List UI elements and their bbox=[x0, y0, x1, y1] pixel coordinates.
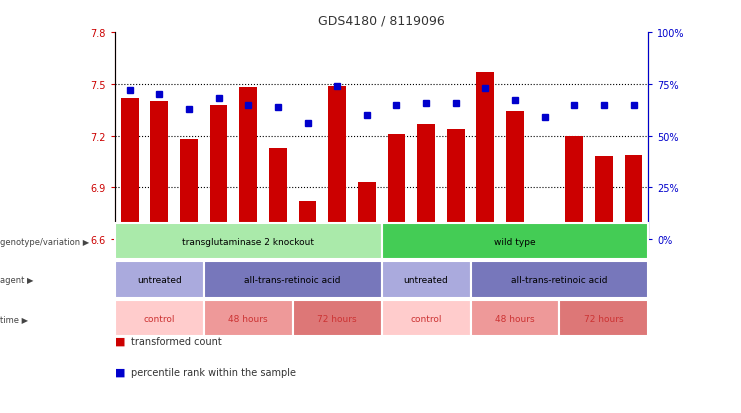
Bar bbox=[476, 73, 494, 240]
Text: wild type: wild type bbox=[494, 237, 536, 246]
Bar bbox=[239, 88, 257, 240]
Bar bbox=[299, 202, 316, 240]
Text: 48 hours: 48 hours bbox=[495, 314, 535, 323]
Text: time ▶: time ▶ bbox=[0, 314, 28, 323]
Text: ■: ■ bbox=[115, 367, 129, 377]
Text: genotype/variation ▶: genotype/variation ▶ bbox=[0, 237, 89, 246]
Bar bbox=[447, 129, 465, 240]
Bar bbox=[625, 155, 642, 240]
Text: control: control bbox=[144, 314, 175, 323]
Text: 72 hours: 72 hours bbox=[317, 314, 357, 323]
Bar bbox=[506, 112, 524, 240]
Bar bbox=[150, 102, 168, 240]
Text: untreated: untreated bbox=[404, 275, 448, 285]
Bar bbox=[388, 135, 405, 240]
Text: all-trans-retinoic acid: all-trans-retinoic acid bbox=[511, 275, 608, 285]
Bar bbox=[595, 157, 613, 240]
Text: percentile rank within the sample: percentile rank within the sample bbox=[131, 367, 296, 377]
Text: all-trans-retinoic acid: all-trans-retinoic acid bbox=[245, 275, 341, 285]
Text: 72 hours: 72 hours bbox=[584, 314, 624, 323]
Bar bbox=[121, 98, 139, 240]
Bar bbox=[536, 226, 554, 240]
Bar bbox=[565, 136, 583, 240]
Text: transglutaminase 2 knockout: transglutaminase 2 knockout bbox=[182, 237, 314, 246]
Bar bbox=[328, 86, 346, 240]
Bar bbox=[417, 124, 435, 240]
Bar bbox=[358, 183, 376, 240]
Text: untreated: untreated bbox=[137, 275, 182, 285]
Bar bbox=[210, 105, 227, 240]
Bar bbox=[269, 148, 287, 240]
Text: agent ▶: agent ▶ bbox=[0, 275, 33, 285]
Text: GDS4180 / 8119096: GDS4180 / 8119096 bbox=[318, 14, 445, 27]
Text: ■: ■ bbox=[115, 336, 129, 346]
Bar bbox=[180, 140, 198, 240]
Text: transformed count: transformed count bbox=[131, 336, 222, 346]
Text: control: control bbox=[411, 314, 442, 323]
Text: 48 hours: 48 hours bbox=[228, 314, 268, 323]
